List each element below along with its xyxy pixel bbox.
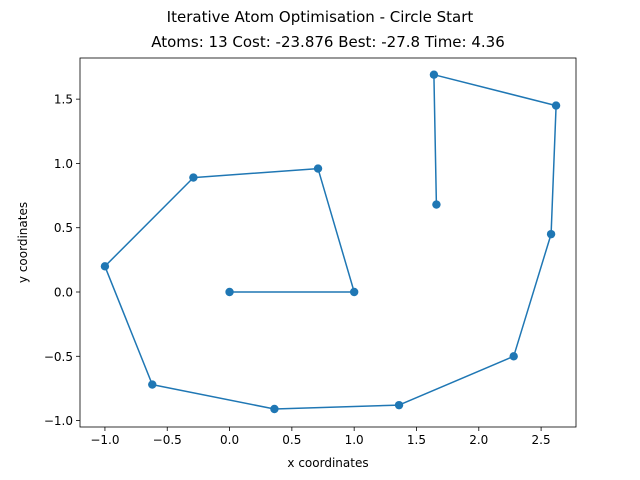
data-point: [270, 404, 279, 414]
data-point: [429, 70, 439, 79]
x-tick-label: 2.0: [469, 433, 488, 447]
data-point: [394, 400, 404, 410]
x-tick-label: −0.5: [153, 433, 182, 447]
data-point: [546, 229, 556, 239]
data-point: [148, 380, 157, 389]
data-point: [189, 173, 198, 182]
y-tick-label: −0.5: [44, 350, 73, 364]
x-axis-ticks: −1.0 −0.5 0.0 0.5 1.0 1.5 2.0 2.5: [90, 427, 551, 447]
x-axis-label: x coordinates: [287, 456, 368, 470]
data-point: [349, 287, 359, 297]
x-tick-label: 0.0: [220, 433, 239, 447]
y-axis-ticks: −1.0 −0.5 0.0 0.5 1.0 1.5: [44, 93, 80, 428]
x-tick-label: 1.0: [345, 433, 364, 447]
y-tick-label: 1.0: [54, 157, 73, 171]
data-point: [100, 262, 110, 271]
y-tick-label: 0.0: [54, 286, 73, 300]
x-tick-label: 2.5: [532, 433, 551, 447]
data-point: [313, 164, 323, 173]
data-point: [225, 287, 234, 297]
data-point: [509, 352, 518, 361]
data-point: [432, 200, 441, 209]
chart-title: Iterative Atom Optimisation - Circle Sta…: [167, 8, 474, 26]
data-point: [551, 101, 561, 110]
chart-subtitle: Atoms: 13 Cost: -23.876 Best: -27.8 Time…: [151, 33, 505, 51]
y-axis-label: y coordinates: [16, 202, 30, 283]
y-tick-label: −1.0: [44, 414, 73, 428]
x-tick-label: −1.0: [90, 433, 119, 447]
x-tick-label: 1.5: [407, 433, 426, 447]
x-tick-label: 0.5: [282, 433, 301, 447]
y-tick-label: 0.5: [54, 221, 73, 235]
axes-frame: [79, 57, 577, 428]
y-tick-label: 1.5: [54, 93, 73, 107]
plot-series: [100, 70, 561, 414]
